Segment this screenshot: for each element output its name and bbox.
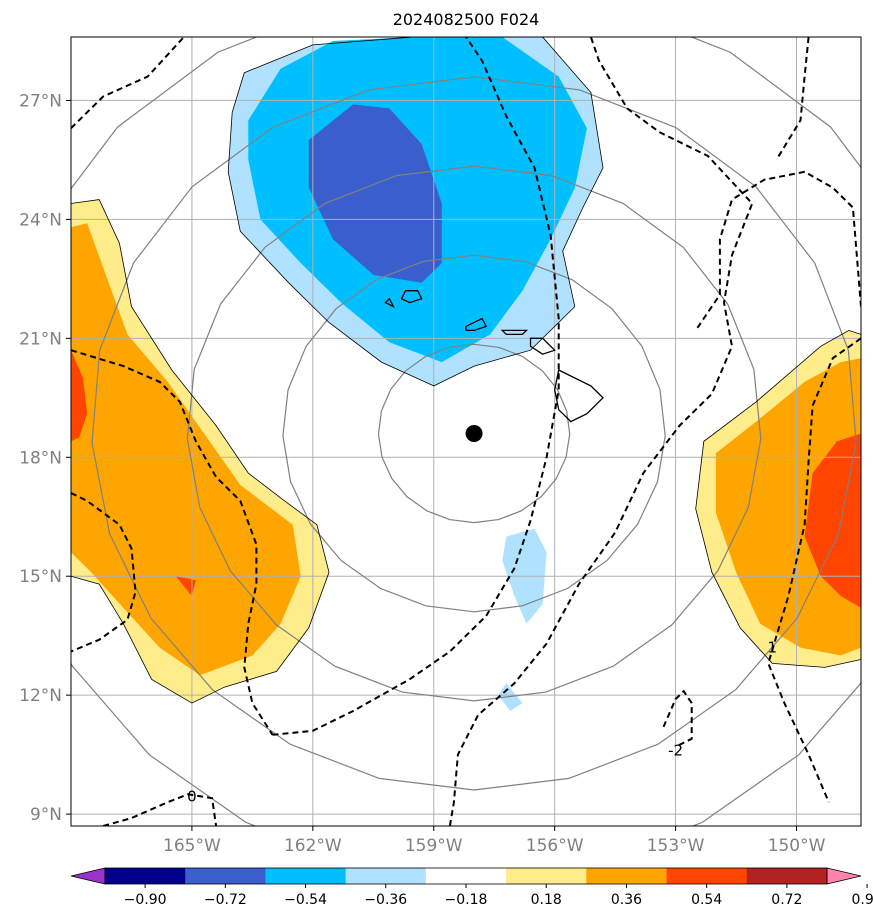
coastline-oahu [465, 317, 488, 332]
contour-north-east-edge [775, 37, 810, 161]
contour-outline-positive-east [695, 329, 861, 668]
colorbar [70, 867, 862, 885]
colorbar-tick-label: 0.18 [531, 892, 562, 908]
range-ring-250km [377, 343, 571, 524]
range-rings [71, 37, 861, 826]
filled-region-positive-east-11 [804, 433, 861, 608]
coastlines [384, 290, 604, 423]
colorbar-tick-label: −0.54 [284, 892, 327, 908]
coastline-kauai [400, 290, 423, 304]
filled-region-negative-north-2 [308, 104, 442, 283]
range-ring-750km [186, 165, 762, 702]
contour-outline-negative-north [227, 37, 604, 387]
filled-region-positive-west-6 [71, 223, 301, 676]
filled-region-positive-west-7 [71, 350, 88, 442]
colorbar-segment [345, 868, 427, 884]
y-axis-ticks: 9°N 12°N 15°N 18°N 21°N 24°N 27°N [19, 91, 71, 825]
range-ring-1000km [91, 76, 857, 791]
colorbar-tick-label: 0.90 [852, 892, 873, 908]
colorbar-extend-high [826, 867, 862, 885]
x-tick-label: 159°W [405, 836, 463, 856]
colorbar-segment [185, 868, 266, 884]
y-tick-label: 18°N [19, 448, 62, 468]
map-plot-area: 0 -2 1 [71, 37, 861, 826]
colorbar-tick-label: 0.54 [691, 892, 722, 908]
colorbar-tick-label: 0.72 [771, 892, 802, 908]
dashed-contours: 0 -2 1 [71, 37, 861, 826]
contour-west-upper [71, 349, 274, 736]
coastline-molokai [500, 329, 529, 336]
filled-region-positive-east-10 [715, 358, 861, 656]
y-tick-label: 21°N [19, 329, 62, 349]
x-tick-label: 153°W [647, 836, 705, 856]
contour-loop [272, 37, 560, 736]
coastline-hawaii [554, 369, 604, 423]
x-axis-ticks: 165°W 162°W 159°W 156°W 153°W 150°W [163, 826, 826, 856]
filled-region-positive-west-8 [175, 576, 196, 596]
colorbar-segment [265, 868, 346, 884]
y-tick-label: 27°N [19, 91, 62, 111]
gridlines [71, 37, 861, 826]
colorbar-segment [586, 868, 667, 884]
colorbar-tick-label: −0.72 [204, 892, 247, 908]
contour-west-lower [71, 492, 137, 653]
colorbar-segment [506, 868, 587, 884]
colorbar-segment [105, 868, 186, 884]
contour-zero [102, 793, 218, 826]
colorbar-tick-label: −0.36 [364, 892, 407, 908]
plot-frame [70, 36, 862, 827]
contour-label-1: -2 [668, 742, 683, 760]
contour-label-0: 0 [187, 787, 197, 805]
colorbar-extend-low [70, 867, 106, 885]
center-marker-layer [465, 424, 483, 442]
range-ring-500km [282, 254, 666, 613]
colorbar-tick-label: −0.90 [124, 892, 167, 908]
contour-northwest [71, 37, 185, 129]
coastline-niihau [384, 297, 395, 309]
contour-east [767, 337, 861, 803]
y-tick-label: 9°N [30, 805, 62, 825]
contour-east-north [694, 170, 861, 331]
coastline-maui [529, 337, 556, 355]
contour-label-2: 1 [768, 639, 778, 657]
y-tick-label: 12°N [19, 686, 62, 706]
colorbar-segment [746, 868, 828, 884]
y-tick-label: 15°N [19, 567, 62, 587]
colorbar-tick-label: 0.36 [611, 892, 642, 908]
colorbar-ticks: −0.90 −0.72 −0.54 −0.36 −0.18 0.18 0.36 0.54 0.7… [124, 884, 873, 908]
colorbar-segment [425, 868, 507, 884]
colorbar-segment [666, 868, 748, 884]
x-tick-label: 150°W [768, 836, 826, 856]
contour-2-loop [662, 689, 693, 748]
y-tick-label: 24°N [19, 210, 62, 230]
filled-contours [71, 37, 861, 711]
storm-center-marker [465, 424, 483, 442]
contour-south-center [448, 37, 754, 826]
chart-title: 2024082500 F024 [393, 10, 540, 29]
filled-region-negative-south-4 [498, 683, 523, 711]
x-tick-label: 162°W [284, 836, 342, 856]
x-tick-label: 156°W [526, 836, 584, 856]
x-tick-label: 165°W [163, 836, 221, 856]
colorbar-tick-label: −0.18 [445, 892, 488, 908]
